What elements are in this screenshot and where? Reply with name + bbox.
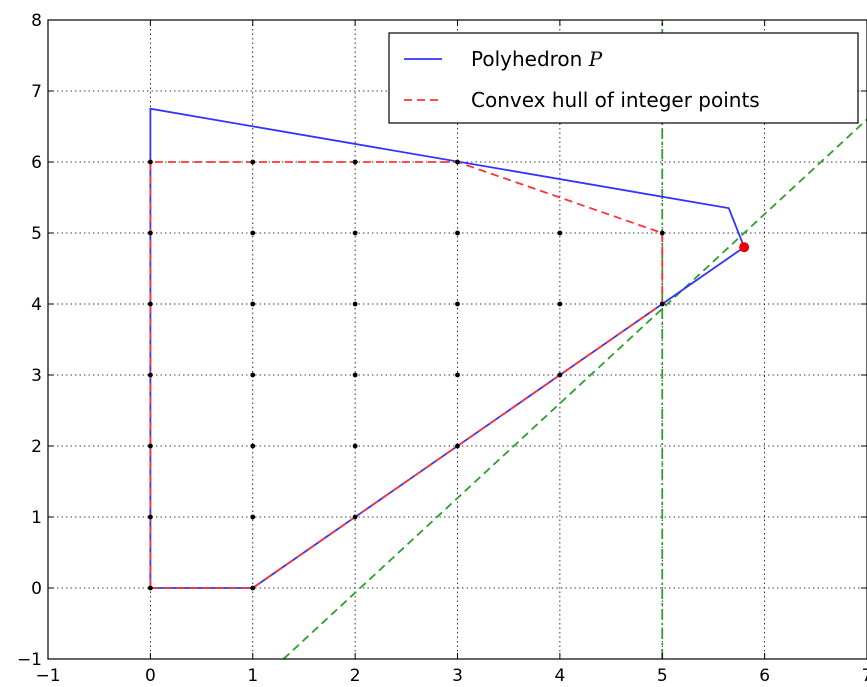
- integer-point: [455, 372, 460, 378]
- integer-point: [455, 159, 460, 165]
- integer-point: [352, 301, 358, 307]
- y-tick-label: 0: [31, 579, 42, 599]
- integer-point: [147, 230, 153, 236]
- integer-point: [250, 159, 256, 165]
- integer-point: [250, 443, 256, 449]
- integer-point: [352, 514, 358, 520]
- integer-point: [455, 230, 460, 236]
- x-tick-label: 6: [759, 666, 770, 686]
- legend-box: [388, 32, 859, 124]
- integer-point: [557, 230, 563, 236]
- y-tick-label: 3: [31, 366, 42, 386]
- data-layer: [147, 20, 867, 659]
- highlight-point: [739, 242, 750, 253]
- integer-point: [250, 301, 256, 307]
- x-tick-label: 5: [657, 666, 668, 686]
- integer-point: [250, 585, 256, 591]
- integer-point: [352, 443, 358, 449]
- y-tick-label: −1: [17, 650, 42, 670]
- legend-label-polyhedron: Polyhedron P: [471, 47, 603, 71]
- integer-point: [147, 159, 153, 165]
- integer-point: [147, 372, 153, 378]
- y-tick-label: 7: [31, 82, 42, 102]
- integer-point: [250, 230, 256, 236]
- y-tick-label: 5: [31, 224, 42, 244]
- integer-point: [352, 159, 358, 165]
- integer-point: [147, 301, 153, 307]
- integer-point: [352, 230, 358, 236]
- integer-point: [659, 301, 665, 307]
- y-tick-label: 8: [31, 11, 42, 31]
- x-tick-label: 0: [145, 666, 156, 686]
- integer-point: [250, 372, 256, 378]
- x-tick-label: 1: [247, 666, 258, 686]
- y-tick-label: 6: [31, 153, 42, 173]
- x-tick-label: 2: [350, 666, 361, 686]
- x-tick-label: 3: [452, 666, 463, 686]
- integer-point: [352, 372, 358, 378]
- integer-point: [455, 443, 460, 449]
- y-tick-label: 2: [31, 437, 42, 457]
- integer-point: [659, 230, 665, 236]
- integer-point: [250, 514, 256, 520]
- integer-point: [557, 301, 563, 307]
- diagonal-reference-line: [282, 118, 867, 659]
- integer-point: [147, 443, 153, 449]
- x-tick-label: −1: [35, 666, 60, 686]
- integer-point: [147, 514, 153, 520]
- legend: Polyhedron P Convex hull of integer poin…: [388, 32, 859, 124]
- x-tick-label: 7: [862, 666, 867, 686]
- x-tick-label: 4: [554, 666, 565, 686]
- ticks: −1 0 1 2 3 4 5 6 7 −1 0 1 2 3 4 5 6 7 8: [17, 11, 867, 686]
- integer-point: [455, 301, 460, 307]
- y-tick-label: 1: [31, 508, 42, 528]
- y-tick-label: 4: [31, 295, 42, 315]
- legend-label-convex-hull: Convex hull of integer points: [471, 88, 760, 112]
- integer-point: [147, 585, 153, 591]
- integer-point: [557, 372, 563, 378]
